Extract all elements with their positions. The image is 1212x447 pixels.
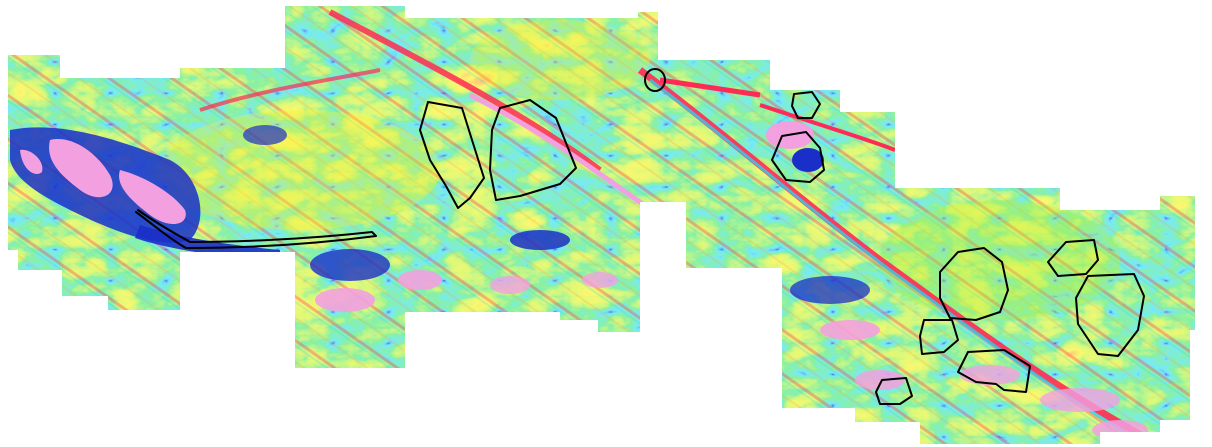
western-anomaly <box>10 127 280 262</box>
outline-polygon <box>1047 239 1099 277</box>
outline-polygon <box>939 247 1009 321</box>
outline-polygon <box>875 377 913 405</box>
outline-polygon <box>771 131 825 183</box>
outline-polygon <box>489 99 577 201</box>
eastern-anomalies <box>766 121 1148 440</box>
central-anomalies <box>243 125 618 312</box>
outline-strip <box>135 209 377 249</box>
outline-polygon <box>419 101 485 209</box>
outline-polygon <box>957 349 1031 393</box>
outline-polygon <box>919 319 959 355</box>
outline-polygon <box>1075 273 1145 357</box>
outline-polygon <box>791 91 821 119</box>
interpretation-outlines <box>135 68 1145 405</box>
outline-ellipse <box>644 68 666 92</box>
